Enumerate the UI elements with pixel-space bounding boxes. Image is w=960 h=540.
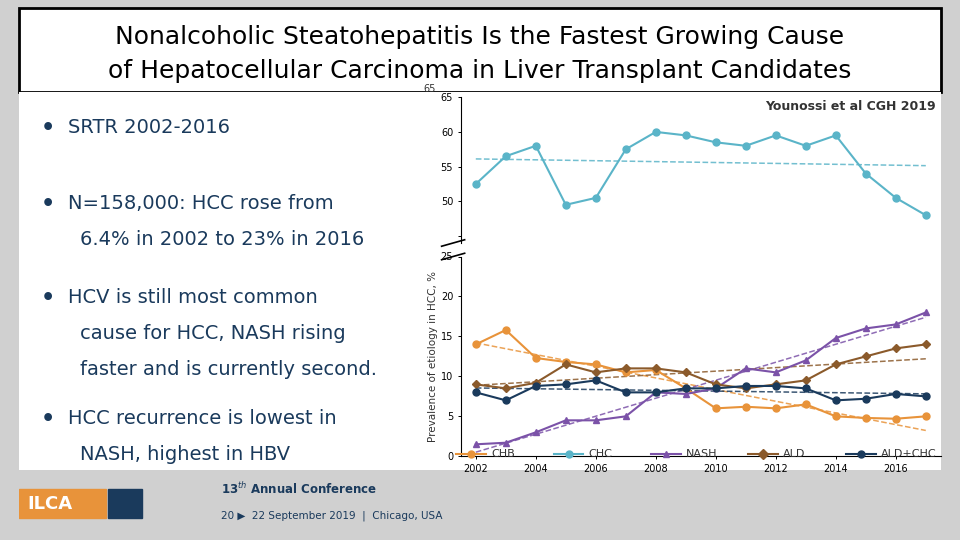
Text: 6.4% in 2002 to 23% in 2016: 6.4% in 2002 to 23% in 2016 xyxy=(80,230,364,249)
Text: SRTR 2002-2016: SRTR 2002-2016 xyxy=(68,118,230,137)
Y-axis label: Prevalence of etiology in HCC, %: Prevalence of etiology in HCC, % xyxy=(428,271,438,442)
Bar xyxy=(108,489,142,518)
Bar xyxy=(19,489,106,518)
Text: cause for HCC, NASH rising: cause for HCC, NASH rising xyxy=(80,324,346,343)
Text: NASH: NASH xyxy=(685,449,717,458)
Text: ILCA: ILCA xyxy=(27,495,72,513)
Text: of Hepatocellular Carcinoma in Liver Transplant Candidates: of Hepatocellular Carcinoma in Liver Tra… xyxy=(108,59,852,83)
FancyBboxPatch shape xyxy=(19,92,941,470)
Text: ALD+CHC: ALD+CHC xyxy=(880,449,936,458)
Text: 20 ▶  22 September 2019  |  Chicago, USA: 20 ▶ 22 September 2019 | Chicago, USA xyxy=(221,510,443,521)
Text: ALD: ALD xyxy=(783,449,805,458)
Text: Younossi et al CGH 2019: Younossi et al CGH 2019 xyxy=(765,100,936,113)
Text: •: • xyxy=(40,288,55,308)
FancyBboxPatch shape xyxy=(19,8,941,92)
Text: HCV is still most common: HCV is still most common xyxy=(68,288,318,307)
Text: 65: 65 xyxy=(423,84,436,94)
Text: CHB: CHB xyxy=(492,449,515,458)
Text: CHC: CHC xyxy=(588,449,612,458)
Text: •: • xyxy=(40,194,55,214)
Text: HCC recurrence is lowest in: HCC recurrence is lowest in xyxy=(68,409,337,428)
Text: Nonalcoholic Steatohepatitis Is the Fastest Growing Cause: Nonalcoholic Steatohepatitis Is the Fast… xyxy=(115,25,845,49)
Text: •: • xyxy=(40,118,55,138)
Text: 13$^{th}$ Annual Conference: 13$^{th}$ Annual Conference xyxy=(221,481,377,497)
Text: N=158,000: HCC rose from: N=158,000: HCC rose from xyxy=(68,194,334,213)
Text: •: • xyxy=(40,409,55,429)
Text: faster and is currently second.: faster and is currently second. xyxy=(80,360,377,379)
Text: NASH, highest in HBV: NASH, highest in HBV xyxy=(80,445,290,464)
